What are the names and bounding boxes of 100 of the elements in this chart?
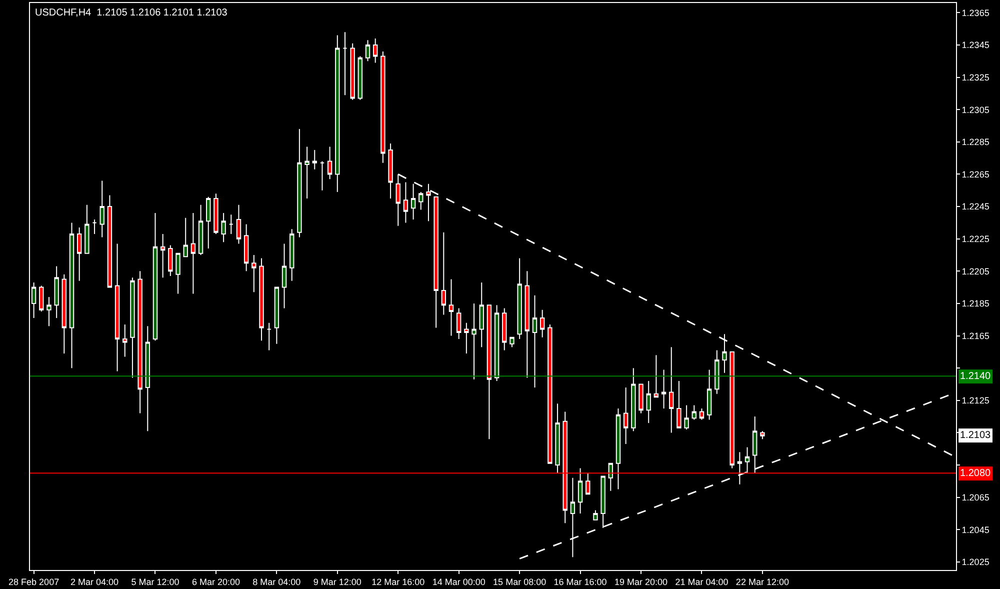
candlestick	[130, 277, 135, 378]
chart-title: USDCHF,H4 1.2105 1.2106 1.2101 1.2103	[35, 8, 228, 18]
candlestick	[190, 212, 196, 294]
candlestick	[760, 430, 765, 440]
candlestick	[380, 50, 386, 164]
x-tick-label: 22 Mar 12:00	[736, 576, 789, 587]
y-tick-label: 1.2325	[962, 72, 990, 82]
candlestick	[252, 254, 256, 293]
candlestick	[524, 270, 530, 378]
candlestick	[274, 286, 280, 344]
x-tick-label: 15 Mar 08:00	[493, 576, 546, 587]
x-tick-label: 21 Mar 04:00	[675, 576, 728, 587]
candlestick	[510, 336, 514, 348]
candlestick	[304, 146, 310, 199]
candlestick	[388, 143, 393, 199]
x-tick-label: 5 Mar 12:00	[131, 576, 180, 587]
y-tick-label: 1.2345	[962, 40, 990, 50]
candlestick	[342, 32, 348, 96]
candlestick	[335, 34, 340, 192]
candlestick	[532, 294, 538, 388]
candlestick	[722, 334, 727, 374]
candlestick	[472, 302, 476, 380]
candlestick	[358, 56, 363, 100]
candlestick	[646, 380, 651, 424]
candlestick	[426, 183, 431, 222]
y-tick-label: 1.2165	[962, 330, 990, 341]
candlestick	[221, 212, 226, 243]
candlestick	[464, 322, 469, 354]
candlestick	[214, 193, 218, 234]
candlestick	[517, 258, 522, 340]
x-tick-label: 19 Mar 20:00	[614, 576, 668, 587]
y-tick-label: 1.2265	[962, 169, 990, 180]
candlestick	[152, 212, 158, 342]
candlestick	[198, 204, 204, 256]
candlestick	[448, 278, 454, 336]
candlestick	[418, 192, 424, 210]
y-tick-label: 1.2065	[962, 492, 990, 502]
candlestick	[548, 324, 552, 464]
candlestick	[600, 476, 606, 528]
ref-line-label: 1.2140	[960, 371, 992, 382]
candlestick	[327, 146, 332, 180]
candlestick	[297, 128, 302, 238]
candlestick	[365, 40, 370, 62]
candlestick	[616, 408, 621, 490]
candlestick	[266, 322, 272, 351]
candlestick	[92, 218, 97, 234]
candlestick	[312, 150, 317, 170]
y-tick-label: 1.2045	[962, 524, 990, 535]
candlestick	[752, 416, 758, 474]
candlestick	[76, 227, 82, 282]
candlestick	[145, 326, 150, 432]
candlestick	[206, 196, 211, 250]
x-tick-label: 2 Mar 04:00	[70, 576, 119, 587]
candlestick	[730, 351, 734, 469]
candlestick	[69, 222, 74, 369]
candlestick	[122, 324, 128, 358]
candlestick	[39, 285, 44, 312]
candlestick	[350, 42, 355, 100]
candlestick	[661, 369, 666, 409]
y-tick-label: 1.2125	[962, 396, 990, 406]
candlestick	[100, 180, 104, 238]
candlestick	[244, 224, 249, 272]
candlestick	[456, 308, 462, 340]
candlestick	[62, 274, 67, 354]
candlestick	[631, 368, 636, 432]
candlestick	[706, 369, 712, 420]
x-tick-label: 28 Feb 2007	[8, 576, 60, 587]
candlestick	[410, 183, 416, 220]
candlestick	[183, 217, 188, 258]
y-tick-label: 1.2305	[962, 104, 990, 115]
y-tick-label: 1.2185	[962, 298, 990, 309]
y-tick-label: 1.2025	[962, 557, 990, 568]
candlestick	[259, 258, 264, 342]
candlestick	[684, 404, 689, 430]
candlestick	[608, 462, 614, 492]
x-tick-label: 6 Mar 20:00	[192, 576, 240, 587]
x-tick-label: 8 Mar 04:00	[252, 576, 301, 587]
x-tick-label: 12 Mar 16:00	[372, 576, 425, 587]
candlestick	[669, 346, 674, 434]
candlestick	[692, 404, 696, 420]
candlestick	[623, 386, 628, 444]
x-tick-label: 9 Mar 12:00	[313, 576, 362, 587]
candlestick	[502, 308, 507, 351]
ref-line-label: 1.2080	[960, 468, 992, 479]
candlestick	[236, 204, 242, 244]
candlestick	[372, 38, 378, 64]
y-tick-label: 1.2205	[962, 266, 990, 276]
candlestick	[282, 243, 287, 309]
candlestick	[479, 282, 484, 348]
candlestick	[441, 232, 446, 316]
candlestick	[494, 304, 500, 382]
candlestick	[555, 403, 560, 474]
candlestick	[320, 160, 325, 191]
candlestick	[228, 214, 234, 234]
candlestick	[138, 270, 142, 414]
y-tick-label: 1.2245	[962, 202, 990, 212]
candlestick	[654, 354, 659, 398]
candlestick	[638, 384, 644, 414]
candlestick	[676, 380, 682, 428]
annotation: 1.2103	[960, 430, 992, 441]
